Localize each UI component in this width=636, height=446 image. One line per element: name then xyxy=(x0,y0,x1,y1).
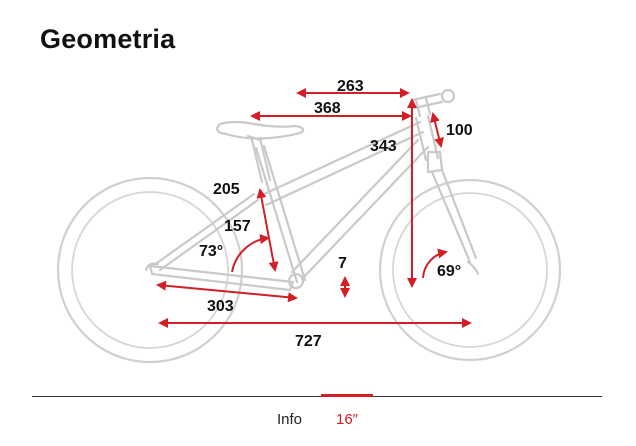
page-title: Geometria xyxy=(40,24,176,54)
bike-geometry-diagram: 263 368 100 343 205 157 73° 7 69° 303 72… xyxy=(56,78,562,364)
chainstay-dim-line xyxy=(156,280,298,303)
head-angle-arc xyxy=(422,248,448,279)
seat-tube-dim-line xyxy=(256,188,279,272)
reach-label: 263 xyxy=(337,78,364,95)
active-tab-indicator xyxy=(321,394,373,397)
tab-size-16[interactable]: 16″ xyxy=(336,411,358,428)
stem-dim-line xyxy=(430,112,444,148)
top-tube-label: 368 xyxy=(314,100,341,117)
head-angle-label: 69° xyxy=(437,263,461,280)
stack-label: 343 xyxy=(370,138,397,155)
chainstay-label: 303 xyxy=(207,298,234,315)
front-wheel xyxy=(378,178,562,362)
bike-frame xyxy=(144,88,480,292)
dimension-lines xyxy=(156,88,472,328)
seat-angle-arc xyxy=(231,234,270,273)
head-tube-length-label: 157 xyxy=(224,218,251,235)
wheelbase-label: 727 xyxy=(295,333,322,350)
seat-tube-label: 205 xyxy=(213,181,240,198)
stem-label: 100 xyxy=(446,122,473,139)
bb-drop-label: 7 xyxy=(338,255,347,272)
tab-bar-divider xyxy=(32,396,602,397)
seat-angle-label: 73° xyxy=(199,243,223,260)
rear-wheel xyxy=(56,176,244,364)
tab-info[interactable]: Info xyxy=(277,411,303,428)
